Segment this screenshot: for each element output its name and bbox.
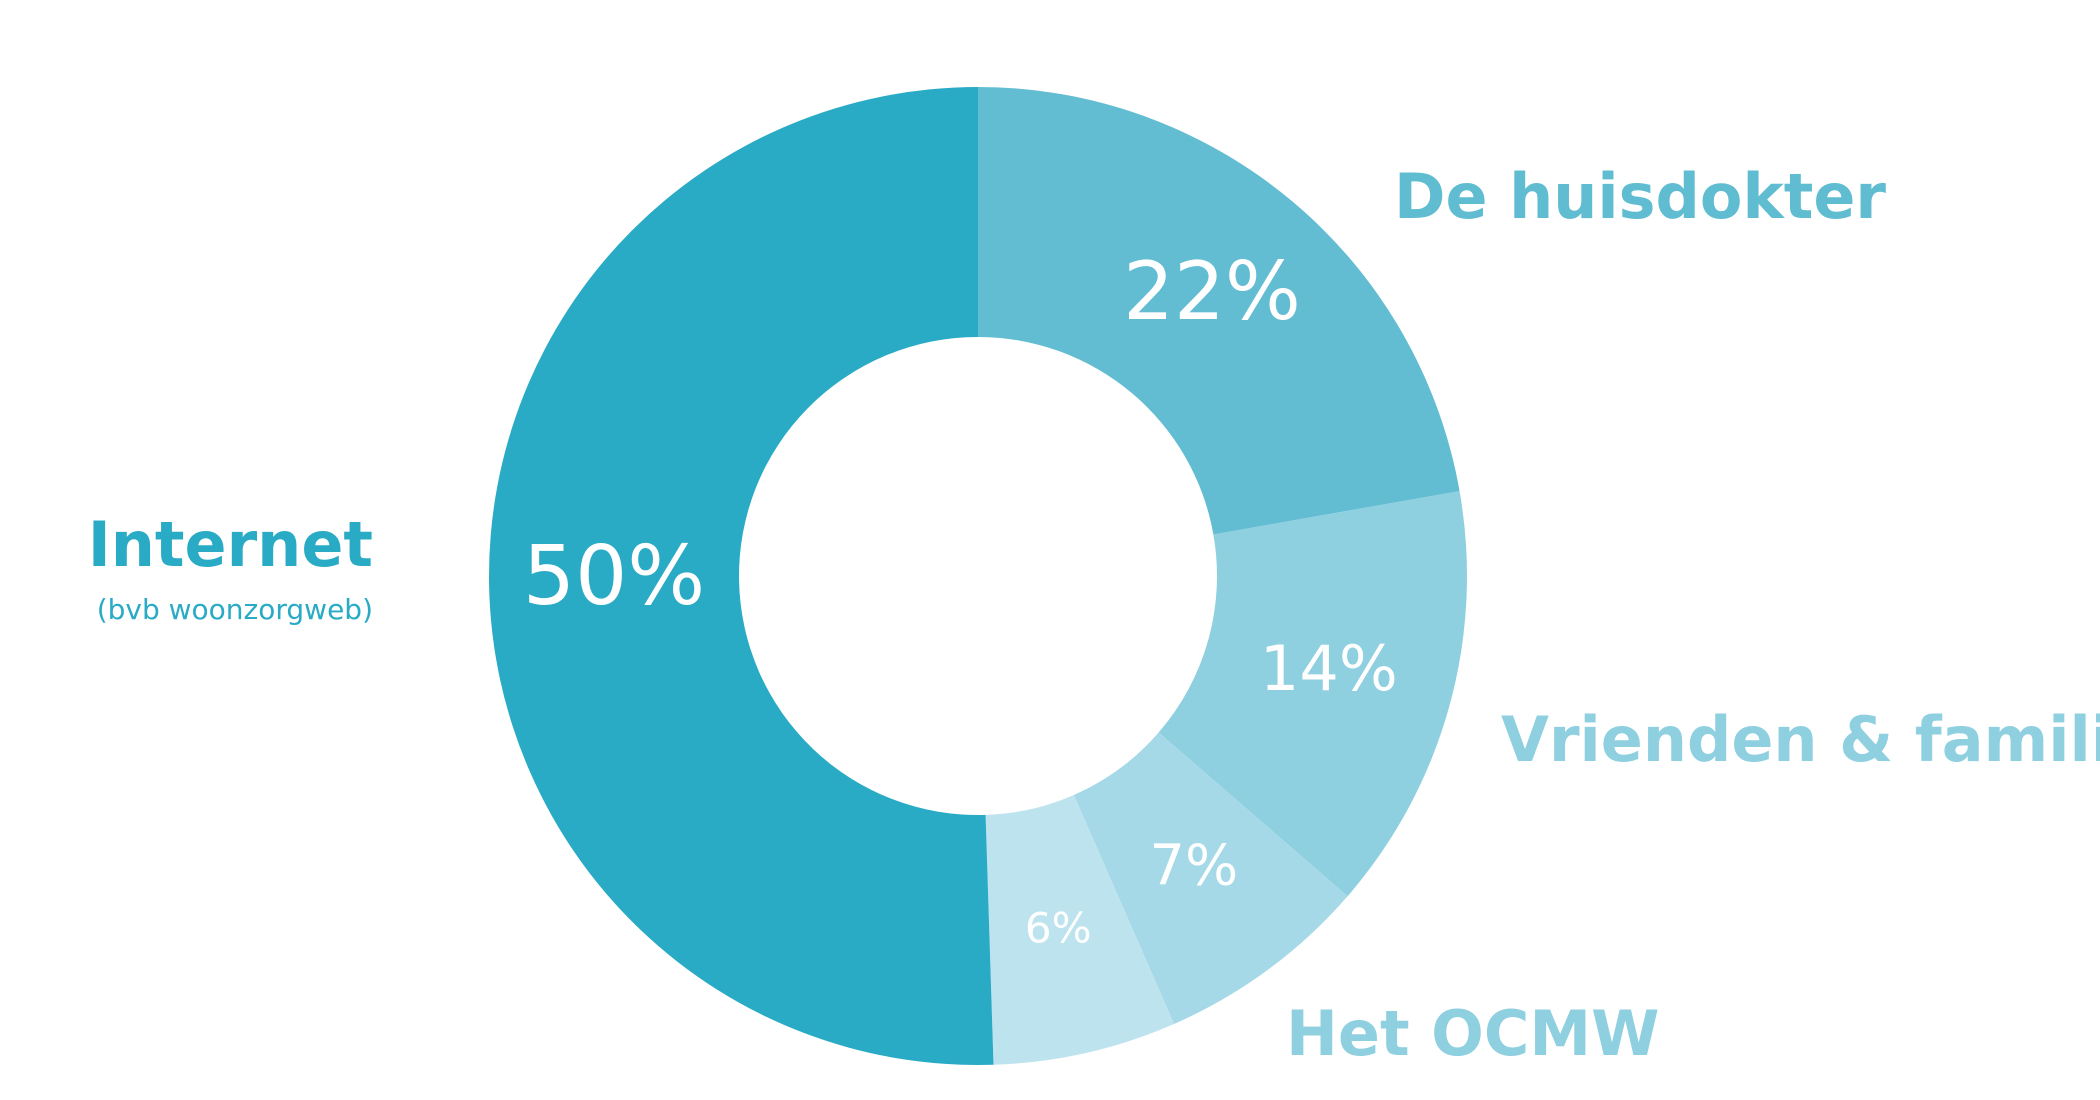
category-label: Internet (88, 508, 373, 581)
category-subtitle: (bvb woonzorgweb) (97, 593, 373, 626)
donut-slice (985, 794, 1175, 1065)
donut-slice (1073, 732, 1348, 1024)
value-label: 14% (1260, 632, 1398, 705)
donut-slice (978, 87, 1460, 535)
value-label: 6% (1025, 904, 1092, 953)
donut-slice (1158, 491, 1468, 897)
donut-slice (488, 87, 994, 1065)
value-label: 50% (523, 529, 705, 624)
value-label: 22% (1123, 245, 1301, 338)
category-label: Vrienden & familie (1501, 703, 2100, 776)
category-label: De huisdokter (1394, 160, 1886, 233)
category-label: Het OCMW (1286, 997, 1659, 1070)
value-label: 7% (1149, 833, 1238, 898)
